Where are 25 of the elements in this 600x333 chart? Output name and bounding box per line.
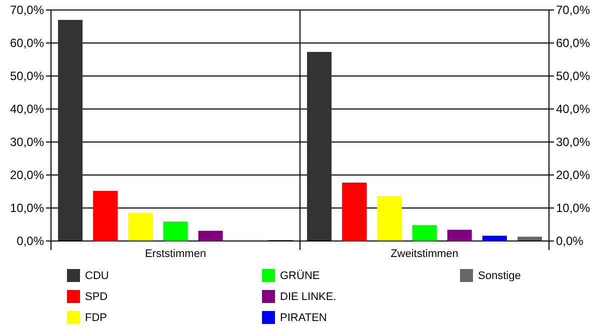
y2-tick-label: 40,0% — [556, 102, 590, 116]
x-tick-label: Zweitstimmen — [390, 248, 458, 260]
legend-label: DIE LINKE. — [280, 291, 336, 303]
y2-tick-label: 10,0% — [556, 201, 590, 215]
y-tick-label: 40,0% — [10, 102, 44, 116]
x-tick-label: Erststimmen — [144, 248, 206, 260]
legend-label: PIRATEN — [280, 312, 327, 324]
y2-tick-label: 50,0% — [556, 69, 590, 83]
legend-label: CDU — [85, 270, 109, 282]
y-tick-label: 20,0% — [10, 168, 44, 182]
legend-label: SPD — [85, 291, 108, 303]
y2-tick-label: 70,0% — [556, 3, 590, 17]
legend-label: Sonstige — [478, 270, 521, 282]
y2-tick-label: 30,0% — [556, 135, 590, 149]
y-tick-label: 70,0% — [10, 3, 44, 17]
legend-label: GRÜNE — [280, 269, 320, 282]
legend-label: FDP — [85, 312, 107, 324]
y-tick-label: 0,0% — [16, 234, 44, 248]
y2-tick-label: 0,0% — [556, 234, 584, 248]
y-tick-label: 60,0% — [10, 36, 44, 50]
y-tick-label: 50,0% — [10, 69, 44, 83]
y2-tick-label: 20,0% — [556, 168, 590, 182]
y-tick-label: 30,0% — [10, 135, 44, 149]
y2-tick-label: 60,0% — [556, 36, 590, 50]
y-tick-label: 10,0% — [10, 201, 44, 215]
